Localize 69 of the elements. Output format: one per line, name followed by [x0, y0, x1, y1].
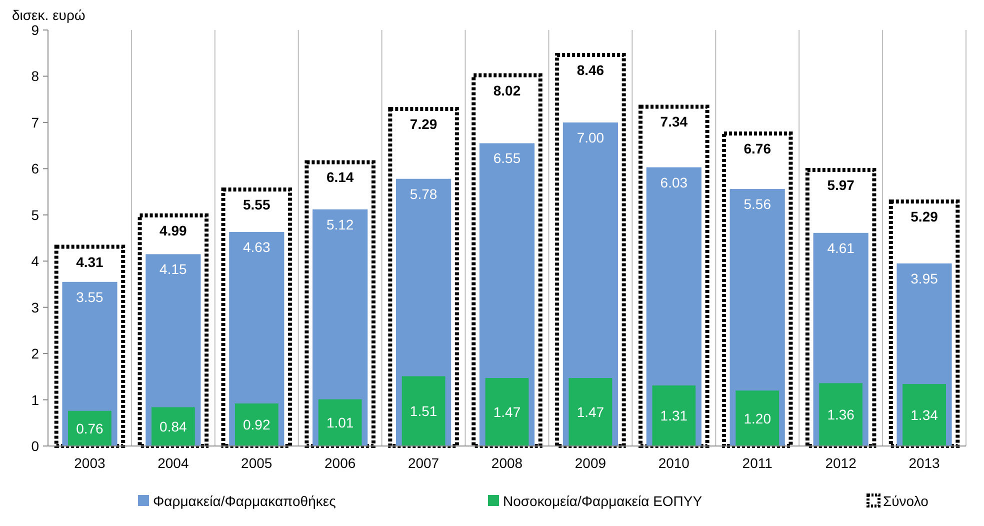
- legend-label: Φαρμακεία/Φαρμακαποθήκες: [153, 493, 336, 509]
- data-label: 3.55: [76, 288, 104, 305]
- y-axis-title: δισεκ. ευρώ: [12, 7, 86, 23]
- y-tick-label: 1: [31, 392, 40, 408]
- y-tick-label: 2: [31, 346, 40, 362]
- data-label: 8.02: [493, 82, 521, 98]
- x-tick-label: 2004: [158, 455, 189, 471]
- bar: [819, 383, 863, 446]
- data-label: 8.46: [576, 62, 604, 78]
- data-label: 6.14: [326, 169, 354, 186]
- bar: [68, 410, 112, 446]
- x-tick-label: 2006: [324, 455, 356, 471]
- data-label: 1.20: [744, 410, 772, 426]
- y-tick-label: 0: [31, 438, 40, 454]
- legend-label: Σύνολο: [883, 493, 929, 509]
- data-label: 1.34: [910, 407, 938, 424]
- x-tick-label: 2009: [574, 455, 606, 471]
- x-tick-label: 2011: [742, 455, 773, 471]
- y-tick-label: 3: [31, 299, 40, 316]
- x-tick-label: 2010: [658, 455, 690, 471]
- data-label: 1.01: [326, 414, 354, 431]
- data-label: 1.47: [493, 404, 521, 420]
- bar: [902, 384, 946, 446]
- data-label: 0.92: [243, 416, 270, 433]
- x-tick-label: 2007: [408, 455, 440, 471]
- data-label: 7.00: [576, 129, 604, 146]
- y-tick-label: 4: [31, 253, 40, 270]
- data-label: 1.36: [827, 406, 855, 423]
- x-tick-label: 2003: [74, 455, 106, 471]
- data-label: 6.55: [493, 150, 521, 166]
- y-tick-label: 6: [31, 160, 40, 177]
- y-tick-label: 5: [31, 206, 40, 223]
- data-label: 6.03: [660, 174, 688, 190]
- data-label: 4.63: [243, 238, 270, 255]
- data-label: 1.51: [410, 403, 438, 420]
- data-label: 0.76: [76, 420, 104, 436]
- data-label: 7.34: [660, 114, 688, 130]
- y-tick-label: 9: [31, 22, 40, 38]
- bar: [652, 385, 696, 446]
- bar: [318, 399, 362, 446]
- bar: [485, 378, 529, 446]
- x-tick-label: 2005: [241, 455, 272, 471]
- data-label: 7.29: [410, 116, 438, 132]
- data-label: 1.47: [576, 404, 604, 420]
- data-label: 4.99: [160, 222, 188, 238]
- x-tick-label: 2008: [491, 455, 523, 471]
- y-tick-label: 7: [31, 114, 40, 130]
- data-label: 5.97: [827, 177, 855, 194]
- data-label: 3.95: [910, 270, 938, 286]
- data-label: 1.31: [660, 408, 688, 424]
- x-tick-label: 2012: [825, 455, 857, 471]
- data-label: 5.29: [910, 208, 938, 224]
- data-label: 5.78: [410, 186, 438, 202]
- data-label: 6.76: [744, 140, 772, 157]
- bar: [736, 390, 780, 446]
- bar: [402, 376, 446, 446]
- data-label: 4.61: [827, 240, 855, 256]
- data-label: 5.55: [243, 196, 270, 212]
- data-label: 0.84: [160, 418, 188, 435]
- y-tick-label: 8: [31, 68, 40, 84]
- data-label: 5.12: [326, 216, 354, 232]
- bar: [568, 378, 612, 446]
- data-label: 5.56: [744, 196, 772, 212]
- data-label: 4.15: [160, 261, 188, 278]
- bar: [234, 403, 278, 446]
- bar: [151, 407, 195, 446]
- x-tick-label: 2013: [908, 455, 940, 471]
- data-label: 4.31: [76, 254, 104, 270]
- legend-label: Νοσοκομεία/Φαρμακεία ΕΟΠΥΥ: [503, 493, 703, 509]
